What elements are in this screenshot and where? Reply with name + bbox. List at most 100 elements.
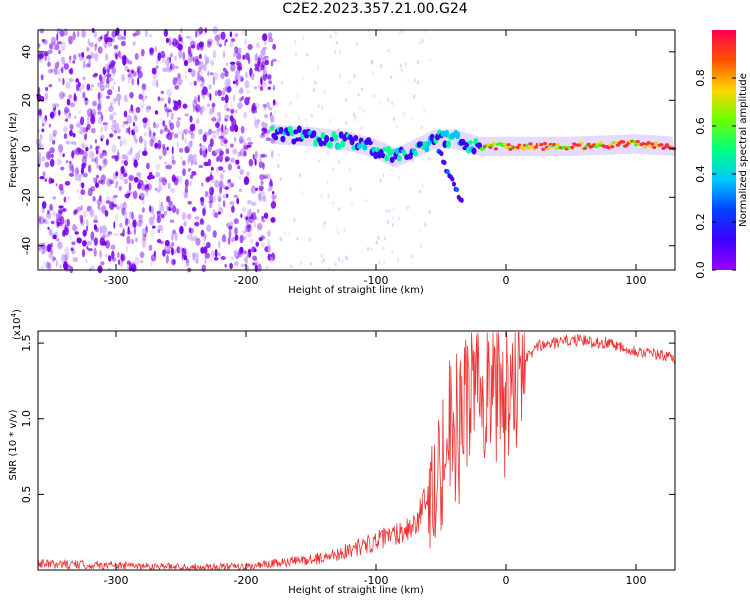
noise-point: [80, 189, 86, 196]
noise-point: [123, 29, 127, 37]
noise-point: [54, 61, 60, 69]
noise-point: [230, 63, 236, 72]
noise-point: [52, 196, 57, 200]
noise-point: [131, 78, 135, 86]
noise-point: [58, 50, 61, 55]
noise-point: [156, 58, 159, 65]
noise-point: [175, 208, 180, 215]
track-point: [362, 144, 368, 151]
noise-point: [244, 256, 248, 265]
noise-point: [76, 189, 79, 194]
noise-point: [230, 225, 233, 229]
noise-point: [145, 183, 149, 190]
noise-point: [102, 158, 107, 165]
noise-point: [61, 253, 66, 263]
noise-point: [56, 238, 59, 242]
noise-point: [317, 64, 320, 69]
noise-point: [81, 30, 86, 38]
noise-point: [41, 201, 47, 209]
noise-point: [142, 95, 145, 103]
noise-point: [50, 220, 55, 225]
noise-point: [231, 118, 237, 128]
noise-point: [62, 153, 65, 158]
noise-point: [254, 106, 258, 114]
track-point: [269, 125, 275, 131]
x-tick-label: -100: [364, 574, 389, 587]
noise-point: [130, 145, 134, 154]
noise-point: [141, 207, 145, 213]
noise-point: [81, 142, 85, 149]
noise-point: [162, 143, 166, 150]
noise-point: [79, 126, 84, 135]
noise-point: [105, 53, 109, 61]
noise-point: [160, 90, 164, 94]
noise-point: [222, 193, 227, 199]
noise-point: [48, 49, 53, 54]
noise-point: [176, 120, 180, 128]
noise-point: [96, 164, 101, 170]
noise-point: [351, 201, 353, 206]
noise-point: [357, 92, 360, 97]
track-point: [503, 142, 507, 146]
noise-point: [113, 98, 118, 102]
noise-point: [362, 109, 365, 114]
noise-point: [83, 172, 88, 178]
noise-point: [49, 43, 53, 50]
noise-point: [84, 97, 88, 101]
noise-point: [233, 136, 237, 142]
noise-point: [184, 76, 187, 82]
noise-point: [65, 140, 70, 145]
noise-point: [231, 205, 235, 213]
noise-point: [235, 79, 239, 86]
noise-point: [220, 96, 226, 101]
noise-point: [214, 90, 218, 97]
noise-point: [262, 81, 267, 88]
noise-point: [106, 30, 109, 36]
noise-point: [164, 128, 170, 132]
noise-point: [173, 177, 179, 186]
track-point: [579, 141, 584, 145]
noise-point: [139, 251, 145, 259]
noise-point: [145, 105, 151, 113]
noise-point: [230, 102, 233, 110]
colorbar-ticks: 0.0 0.2 0.4 0.6 0.8: [694, 69, 736, 279]
noise-point: [400, 68, 403, 73]
noise-point: [264, 114, 268, 119]
noise-point: [100, 174, 107, 182]
noise-point: [202, 134, 207, 143]
noise-point: [155, 65, 159, 69]
noise-point: [221, 90, 226, 96]
noise-point: [171, 233, 174, 241]
noise-point: [226, 179, 231, 186]
noise-point: [216, 252, 222, 257]
noise-point: [60, 166, 65, 171]
noise-point: [214, 212, 219, 219]
noise-point: [95, 146, 99, 152]
noise-point: [247, 141, 253, 145]
noise-point: [187, 168, 190, 173]
noise-point: [270, 150, 274, 158]
noise-point: [224, 158, 228, 163]
noise-point: [211, 62, 215, 66]
noise-point: [60, 47, 66, 52]
noise-point: [217, 193, 221, 200]
noise-point: [198, 128, 203, 135]
noise-point: [52, 139, 56, 145]
noise-point: [248, 248, 252, 258]
branch-point: [442, 160, 447, 166]
noise-point: [97, 92, 101, 101]
noise-point: [198, 65, 202, 73]
noise-point: [133, 134, 137, 140]
noise-point: [140, 102, 145, 109]
spectrogram-x-axis-label: Height of straight line (km): [288, 285, 424, 296]
noise-point: [416, 80, 419, 85]
noise-point: [39, 28, 45, 34]
noise-point: [110, 244, 116, 250]
noise-point: [242, 250, 248, 255]
noise-point: [199, 143, 202, 147]
noise-point: [251, 72, 255, 81]
noise-point: [188, 168, 192, 172]
noise-point: [411, 254, 414, 259]
noise-point: [38, 215, 41, 224]
noise-point: [223, 50, 225, 59]
